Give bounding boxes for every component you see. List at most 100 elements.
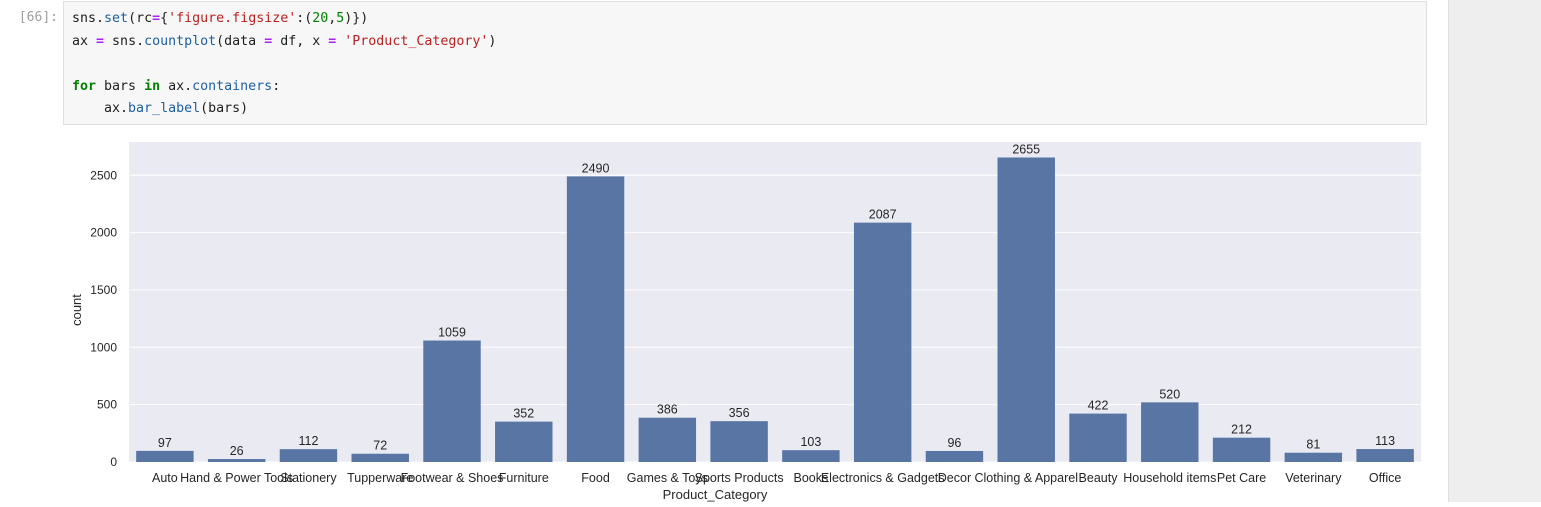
countplot-chart: 97 26 112 72 1059 352 2490 386 356 103 2087 96 2655 4… bbox=[69, 142, 1421, 502]
code-token: 'figure.figsize' bbox=[168, 11, 297, 26]
bar-value-label: 112 bbox=[298, 434, 318, 448]
x-tick-label: Decor bbox=[938, 471, 971, 485]
bar-value-label: 2490 bbox=[582, 161, 610, 175]
bar bbox=[136, 450, 194, 462]
bar-value-label: 113 bbox=[1375, 434, 1395, 448]
bar bbox=[1141, 402, 1199, 462]
x-tick-label: Stationery bbox=[280, 471, 337, 485]
x-tick-label: Furniture bbox=[499, 471, 549, 485]
y-tick-label: 2000 bbox=[90, 226, 117, 240]
x-tick-label: Tupperware bbox=[347, 471, 413, 485]
bar-value-label: 97 bbox=[158, 436, 172, 450]
bar-value-label: 103 bbox=[800, 435, 821, 449]
y-tick-label: 2500 bbox=[90, 168, 117, 182]
bar bbox=[207, 459, 266, 462]
x-tick-label: Food bbox=[581, 471, 610, 485]
code-token: bars bbox=[96, 78, 145, 94]
bar bbox=[1069, 413, 1127, 462]
code-token: = bbox=[152, 11, 161, 26]
bar-value-label: 2087 bbox=[869, 208, 897, 222]
code-line bbox=[72, 53, 1418, 76]
bar-value-label: 96 bbox=[947, 436, 961, 450]
code-token: ax. bbox=[72, 101, 129, 116]
code-token: = bbox=[328, 33, 337, 49]
code-token: = bbox=[96, 33, 105, 49]
x-tick-label: Household items bbox=[1123, 471, 1216, 485]
bar bbox=[710, 421, 768, 462]
x-tick-label: Pet Care bbox=[1217, 471, 1266, 485]
bar bbox=[1212, 437, 1271, 462]
x-tick-label: Office bbox=[1369, 471, 1401, 485]
bar-value-label: 520 bbox=[1159, 387, 1180, 401]
code-token: (rc bbox=[128, 11, 153, 26]
code-token: ax. bbox=[160, 78, 193, 94]
bar bbox=[1356, 449, 1414, 462]
code-token: 5 bbox=[336, 11, 345, 26]
x-tick-label: Clothing & Apparel bbox=[974, 471, 1078, 485]
x-tick-label: Beauty bbox=[1079, 471, 1119, 485]
code-token: (bars) bbox=[200, 101, 249, 116]
bar-value-label: 356 bbox=[729, 406, 750, 420]
code-token: 20 bbox=[312, 11, 329, 26]
bar bbox=[925, 450, 984, 462]
bar-value-label: 422 bbox=[1088, 399, 1109, 413]
y-tick-label: 500 bbox=[97, 398, 117, 412]
y-tick-label: 0 bbox=[110, 455, 117, 469]
bar-value-label: 26 bbox=[230, 444, 244, 458]
bar-value-label: 1059 bbox=[438, 326, 466, 340]
code-token: bar_label bbox=[128, 101, 201, 116]
code-cell-editor[interactable]: sns.set(rc={'figure.figsize':(20,5)}) ax … bbox=[63, 1, 1427, 125]
code-token: countplot bbox=[144, 33, 217, 49]
code-token: : bbox=[272, 78, 281, 94]
x-tick-label: Veterinary bbox=[1285, 471, 1342, 485]
code-token: 'Product_Category' bbox=[344, 33, 489, 49]
code-token: = bbox=[264, 33, 273, 49]
code-token: sns. bbox=[104, 33, 145, 49]
x-axis-label: Product_Category bbox=[663, 487, 768, 502]
code-token: ax bbox=[72, 33, 97, 49]
code-token: , bbox=[328, 11, 337, 26]
code-token: )}) bbox=[344, 11, 369, 26]
bar bbox=[782, 450, 840, 462]
code-line: ax.bar_label(bars) bbox=[72, 98, 1418, 121]
x-tick-label: Sports Products bbox=[695, 471, 784, 485]
code-line: sns.set(rc={'figure.figsize':(20,5)}) bbox=[72, 8, 1418, 31]
code-token: ) bbox=[488, 33, 497, 49]
bar-value-label: 212 bbox=[1231, 423, 1252, 437]
x-tick-label: Hand & Power Tools bbox=[180, 471, 293, 485]
y-axis-label: count bbox=[69, 294, 84, 326]
bar-value-label: 72 bbox=[373, 439, 387, 453]
bar-value-label: 81 bbox=[1306, 438, 1320, 452]
code-line: ax = sns.countplot(data = df, x = 'Produ… bbox=[72, 31, 1418, 54]
bar bbox=[853, 222, 912, 462]
x-tick-label: Games & Toys bbox=[627, 471, 708, 485]
bar bbox=[1284, 452, 1343, 462]
code-token: sns bbox=[72, 11, 97, 26]
bar-value-label: 352 bbox=[513, 407, 534, 421]
code-token: (data bbox=[216, 33, 265, 49]
bar bbox=[566, 176, 625, 462]
y-tick-label: 1000 bbox=[90, 340, 117, 354]
x-tick-label: Electronics & Gadgets bbox=[821, 471, 945, 485]
x-tick-label: Footwear & Shoes bbox=[401, 471, 504, 485]
bar bbox=[997, 157, 1055, 462]
bar bbox=[495, 421, 553, 462]
bar bbox=[638, 417, 697, 462]
code-token: :( bbox=[296, 11, 313, 26]
x-tick-label: Auto bbox=[152, 471, 178, 485]
bar bbox=[279, 449, 338, 462]
x-tick-label: Books bbox=[794, 471, 829, 485]
code-token: containers bbox=[192, 78, 273, 94]
notebook-right-gutter bbox=[1448, 0, 1541, 502]
code-token: . bbox=[96, 11, 105, 26]
code-token: { bbox=[160, 11, 169, 26]
cell-prompt: [66]: bbox=[18, 10, 58, 25]
plot-area bbox=[129, 142, 1421, 462]
bar-value-label: 2655 bbox=[1012, 142, 1040, 156]
code-line: for bars in ax.containers: bbox=[72, 76, 1418, 99]
code-token: in bbox=[144, 78, 161, 94]
cell-output: 97 26 112 72 1059 352 2490 386 356 103 2087 96 2655 4… bbox=[63, 136, 1433, 502]
y-tick-label: 1500 bbox=[90, 283, 117, 297]
bar bbox=[351, 453, 409, 462]
code-token: df, x bbox=[272, 33, 329, 49]
